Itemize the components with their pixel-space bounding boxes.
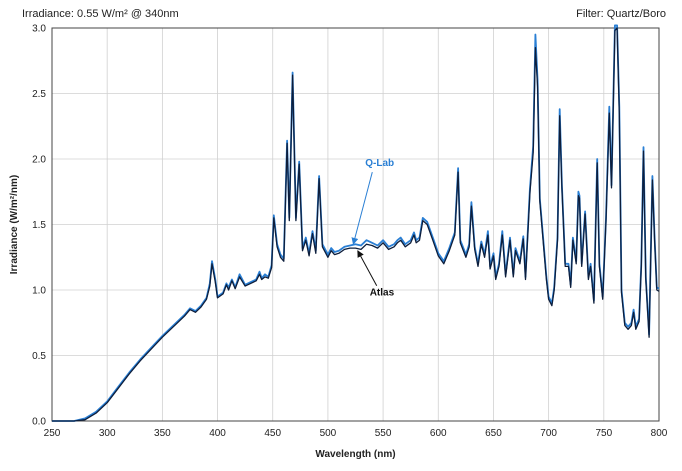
x-axis-ticks: 250 300 350 400 450 500 550 600 650 700 750 800 xyxy=(44,428,668,439)
x-tick-label: 600 xyxy=(430,428,447,439)
annotations: Q-Lab Atlas xyxy=(351,158,395,299)
y-tick-label: 1.0 xyxy=(32,286,46,297)
y-tick-label: 1.5 xyxy=(32,220,46,231)
y-tick-label: 2.0 xyxy=(32,155,46,166)
x-tick-label: 550 xyxy=(375,428,392,439)
y-tick-label: 0.5 xyxy=(32,351,46,362)
x-tick-label: 400 xyxy=(209,428,226,439)
y-axis-label: Irradiance (W/m²/nm) xyxy=(9,175,20,274)
y-axis-ticks: 0.0 0.5 1.0 1.5 2.0 2.5 3.0 xyxy=(32,24,46,428)
x-tick-label: 300 xyxy=(99,428,116,439)
series-lines xyxy=(52,24,660,422)
annotation-label-atlas: Atlas xyxy=(370,288,395,299)
plot-frame xyxy=(51,27,660,422)
x-tick-label: 500 xyxy=(320,428,337,439)
series-line-q-lab xyxy=(52,24,660,422)
x-tick-label: 250 xyxy=(44,428,61,439)
x-tick-label: 450 xyxy=(264,428,281,439)
annotation-arrow-atlas xyxy=(357,250,378,286)
x-tick-label: 650 xyxy=(485,428,502,439)
grid-lines xyxy=(51,27,660,422)
y-tick-label: 3.0 xyxy=(32,24,46,35)
irradiance-header: Irradiance: 0.55 W/m² @ 340nm xyxy=(22,8,179,20)
x-tick-label: 800 xyxy=(651,428,668,439)
x-tick-label: 350 xyxy=(154,428,171,439)
y-tick-label: 0.0 xyxy=(32,417,46,428)
x-axis-label: Wavelength (nm) xyxy=(315,449,395,460)
annotation-label-qlab: Q-Lab xyxy=(365,158,394,169)
x-tick-label: 750 xyxy=(595,428,612,439)
series-line-atlas xyxy=(52,27,660,422)
filter-header: Filter: Quartz/Boro xyxy=(576,8,666,20)
x-tick-label: 700 xyxy=(540,428,557,439)
y-tick-label: 2.5 xyxy=(32,89,46,100)
annotation-arrow-qlab xyxy=(351,172,373,245)
